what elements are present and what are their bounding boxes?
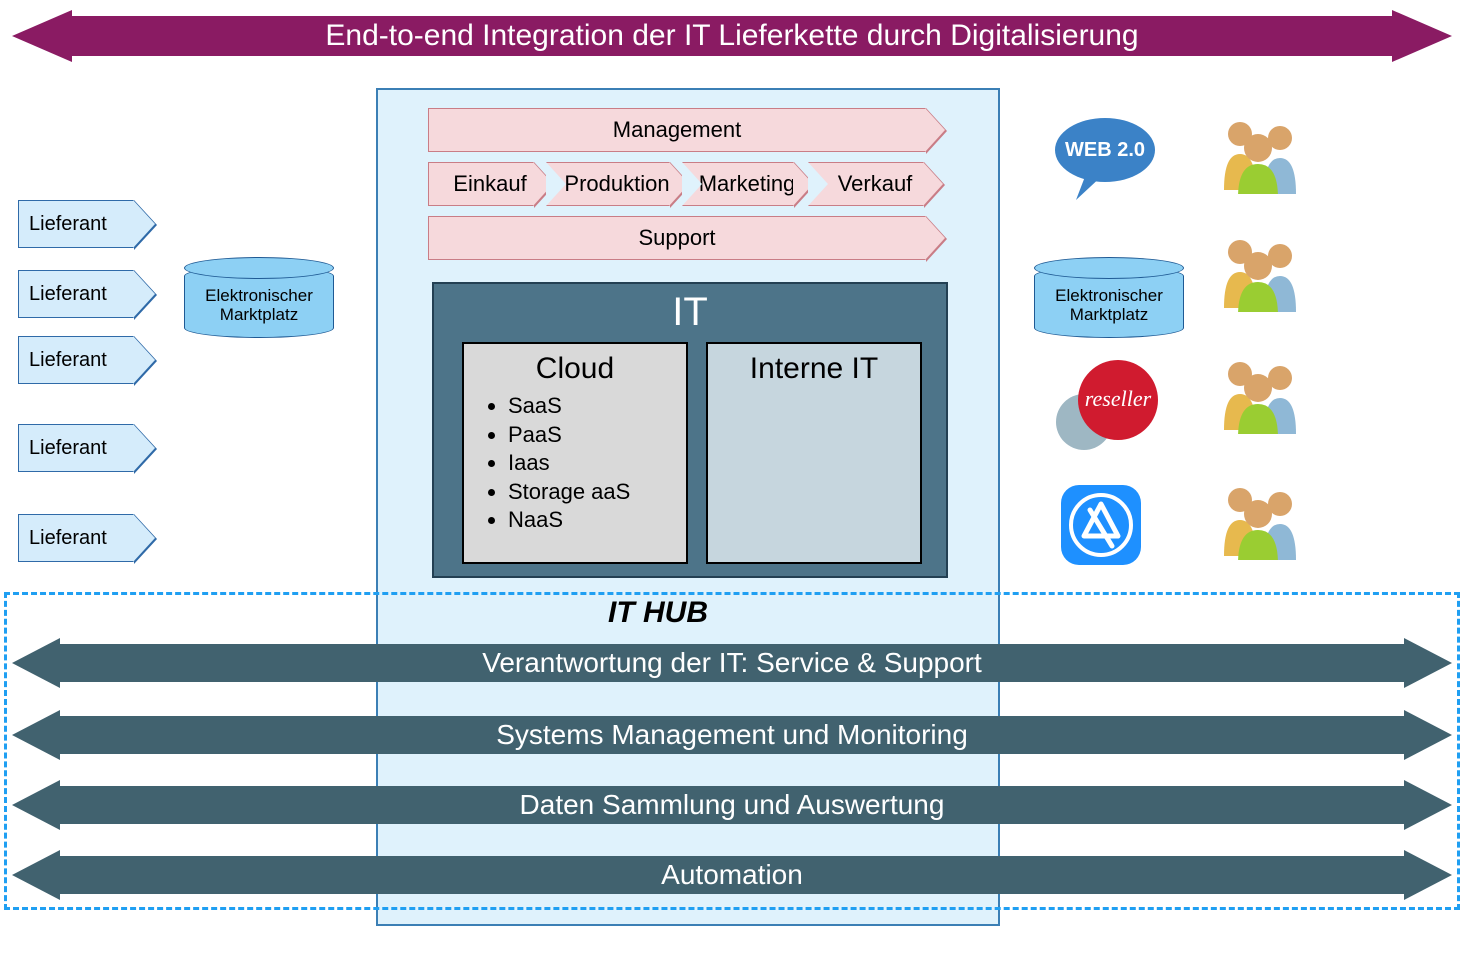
- ithub-row: Systems Management und Monitoring: [12, 710, 1452, 760]
- user-group-icon: [1214, 484, 1304, 565]
- process-step: Produktion: [546, 162, 670, 206]
- process-step: Verkauf: [808, 162, 924, 206]
- ithub-row: Automation: [12, 850, 1452, 900]
- cloud-list-item: Iaas: [508, 449, 676, 478]
- top-banner: End-to-end Integration der IT Lieferkett…: [12, 10, 1452, 62]
- cloud-list-item: NaaS: [508, 506, 676, 535]
- it-title: IT: [672, 290, 708, 335]
- cloud-list: SaaSPaaSIaasStorage aaSNaaS: [474, 392, 676, 535]
- supplier-tag: Lieferant: [18, 200, 134, 248]
- cloud-list-item: Storage aaS: [508, 478, 676, 507]
- marketplace-cylinder: Elektronischer Marktplatz: [1034, 266, 1184, 338]
- it-interne-box: Interne IT: [706, 342, 922, 564]
- ithub-row-label: Automation: [60, 856, 1404, 894]
- appstore-icon: [1060, 484, 1142, 566]
- web20-icon: WEB 2.0: [1052, 114, 1158, 204]
- process-label: Produktion: [564, 171, 669, 197]
- process-label: Marketing: [699, 171, 796, 197]
- supplier-tag: Lieferant: [18, 424, 134, 472]
- marketplace-cylinder: Elektronischer Marktplatz: [184, 266, 334, 338]
- marketplace-label: Elektronischer Marktplatz: [1035, 287, 1183, 324]
- user-group-icon: [1214, 118, 1304, 199]
- ithub-row: Verantwortung der IT: Service & Support: [12, 638, 1452, 688]
- process-label: Einkauf: [453, 171, 526, 197]
- supplier-tag: Lieferant: [18, 514, 134, 562]
- cloud-list-item: PaaS: [508, 421, 676, 450]
- ithub-row: Daten Sammlung und Auswertung: [12, 780, 1452, 830]
- ithub-row-label: Verantwortung der IT: Service & Support: [60, 644, 1404, 682]
- process-label: Management: [613, 117, 741, 143]
- process-step: Marketing: [682, 162, 794, 206]
- supplier-tag: Lieferant: [18, 270, 134, 318]
- process-step: Einkauf: [428, 162, 534, 206]
- ithub-title: IT HUB: [608, 596, 708, 630]
- process-label: Verkauf: [838, 171, 913, 197]
- user-group-icon: [1214, 358, 1304, 439]
- interne-title: Interne IT: [718, 352, 910, 386]
- reseller-icon: reseller: [1052, 358, 1162, 454]
- supplier-tag: Lieferant: [18, 336, 134, 384]
- cloud-list-item: SaaS: [508, 392, 676, 421]
- svg-text:WEB 2.0: WEB 2.0: [1065, 139, 1145, 161]
- process-support: Support: [428, 216, 926, 260]
- ithub-row-label: Daten Sammlung und Auswertung: [60, 786, 1404, 824]
- process-label: Support: [638, 225, 715, 251]
- svg-text:reseller: reseller: [1085, 386, 1152, 411]
- cloud-title: Cloud: [474, 352, 676, 386]
- it-cloud-box: Cloud SaaSPaaSIaasStorage aaSNaaS: [462, 342, 688, 564]
- process-management: Management: [428, 108, 926, 152]
- marketplace-label: Elektronischer Marktplatz: [185, 287, 333, 324]
- ithub-row-label: Systems Management und Monitoring: [60, 716, 1404, 754]
- user-group-icon: [1214, 236, 1304, 317]
- top-banner-label: End-to-end Integration der IT Lieferkett…: [72, 16, 1392, 56]
